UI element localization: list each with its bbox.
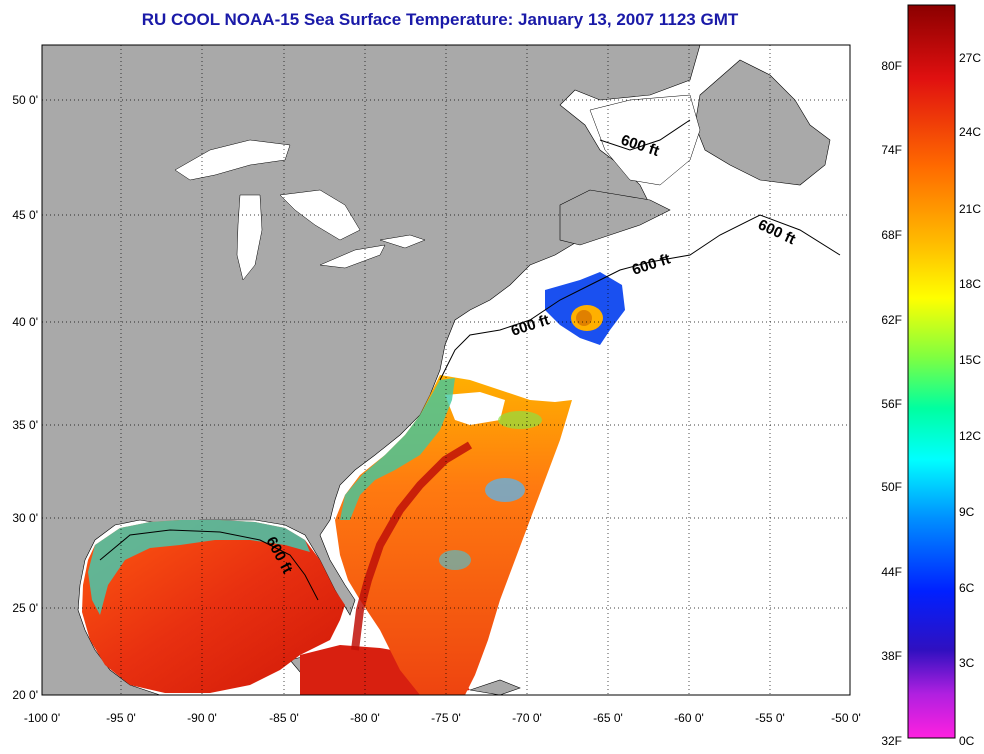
lon-tick-label: -65 0' [593, 711, 623, 725]
colorbar-f-label: 32F [881, 734, 902, 748]
land-hispaniola [469, 679, 521, 695]
isobath-600ft [99, 119, 841, 601]
colorbar-f-label: 38F [881, 649, 902, 663]
lake-ontario [379, 234, 426, 249]
lat-tick-label: 50 0' [12, 93, 38, 107]
sst-patch [485, 478, 525, 502]
longitude-labels: -100 0' -95 0' -90 0' -85 0' -80 0' -75 … [24, 711, 861, 725]
colorbar-c-label: 12C [959, 429, 981, 443]
colorbar-c-label: 0C [959, 734, 975, 748]
colorbar-gradient [907, 4, 956, 739]
plot-frame [41, 44, 851, 696]
colorbar-f-label: 56F [881, 397, 902, 411]
sst-patch [439, 550, 471, 570]
colorbar-f-label: 80F [881, 59, 902, 73]
colorbar-f-label: 50F [881, 480, 902, 494]
lake-michigan [236, 194, 263, 281]
lon-tick-label: -80 0' [350, 711, 380, 725]
colorbar-c-label: 3C [959, 656, 975, 670]
land-nova-scotia [559, 189, 671, 246]
lon-tick-label: -50 0' [831, 711, 861, 725]
latitude-labels: 50 0' 45 0' 40 0' 35 0' 30 0' 25 0' 20 0… [12, 93, 38, 702]
lon-tick-label: -95 0' [106, 711, 136, 725]
sst-atlantic-shelf [340, 378, 455, 520]
lat-tick-label: 30 0' [12, 511, 38, 525]
lat-tick-label: 35 0' [12, 418, 38, 432]
sst-gulf-stream [351, 441, 473, 651]
colorbar-f-label: 74F [881, 143, 902, 157]
colorbar-c-label: 18C [959, 277, 981, 291]
colorbar: 80F 74F 68F 62F 56F 50F 44F 38F 32F 27C … [881, 4, 981, 748]
gulf-st-lawrence [589, 94, 701, 186]
colorbar-f-label: 68F [881, 228, 902, 242]
lake-huron [279, 189, 361, 241]
colorbar-c-label: 27C [959, 51, 981, 65]
map-title: RU COOL NOAA-15 Sea Surface Temperature:… [141, 10, 739, 29]
sst-gulf-of-mexico [82, 520, 345, 693]
lon-tick-label: -90 0' [187, 711, 217, 725]
lat-tick-label: 25 0' [12, 601, 38, 615]
lon-tick-label: -85 0' [269, 711, 299, 725]
lat-tick-label: 20 0' [12, 688, 38, 702]
colorbar-f-label: 44F [881, 565, 902, 579]
lon-tick-label: -75 0' [431, 711, 461, 725]
lat-tick-label: 45 0' [12, 208, 38, 222]
colorbar-f-label: 62F [881, 313, 902, 327]
lake-superior [174, 139, 291, 181]
lat-tick-label: 40 0' [12, 315, 38, 329]
land-newfoundland [694, 59, 831, 186]
sst-patch [498, 411, 542, 429]
colorbar-c-label: 15C [959, 353, 981, 367]
lon-tick-label: -55 0' [755, 711, 785, 725]
sst-warm-core-ring-inner [576, 310, 592, 326]
lon-tick-label: -70 0' [512, 711, 542, 725]
colorbar-c-label: 21C [959, 202, 981, 216]
lon-tick-label: -100 0' [24, 711, 60, 725]
lake-erie [319, 244, 386, 269]
sst-gulf-coastal-band [88, 520, 310, 615]
colorbar-c-label: 9C [959, 505, 975, 519]
grid [42, 45, 850, 695]
cloud-gap [445, 392, 505, 425]
lon-tick-label: -60 0' [674, 711, 704, 725]
colorbar-c-label: 6C [959, 581, 975, 595]
colorbar-c-label: 24C [959, 125, 981, 139]
